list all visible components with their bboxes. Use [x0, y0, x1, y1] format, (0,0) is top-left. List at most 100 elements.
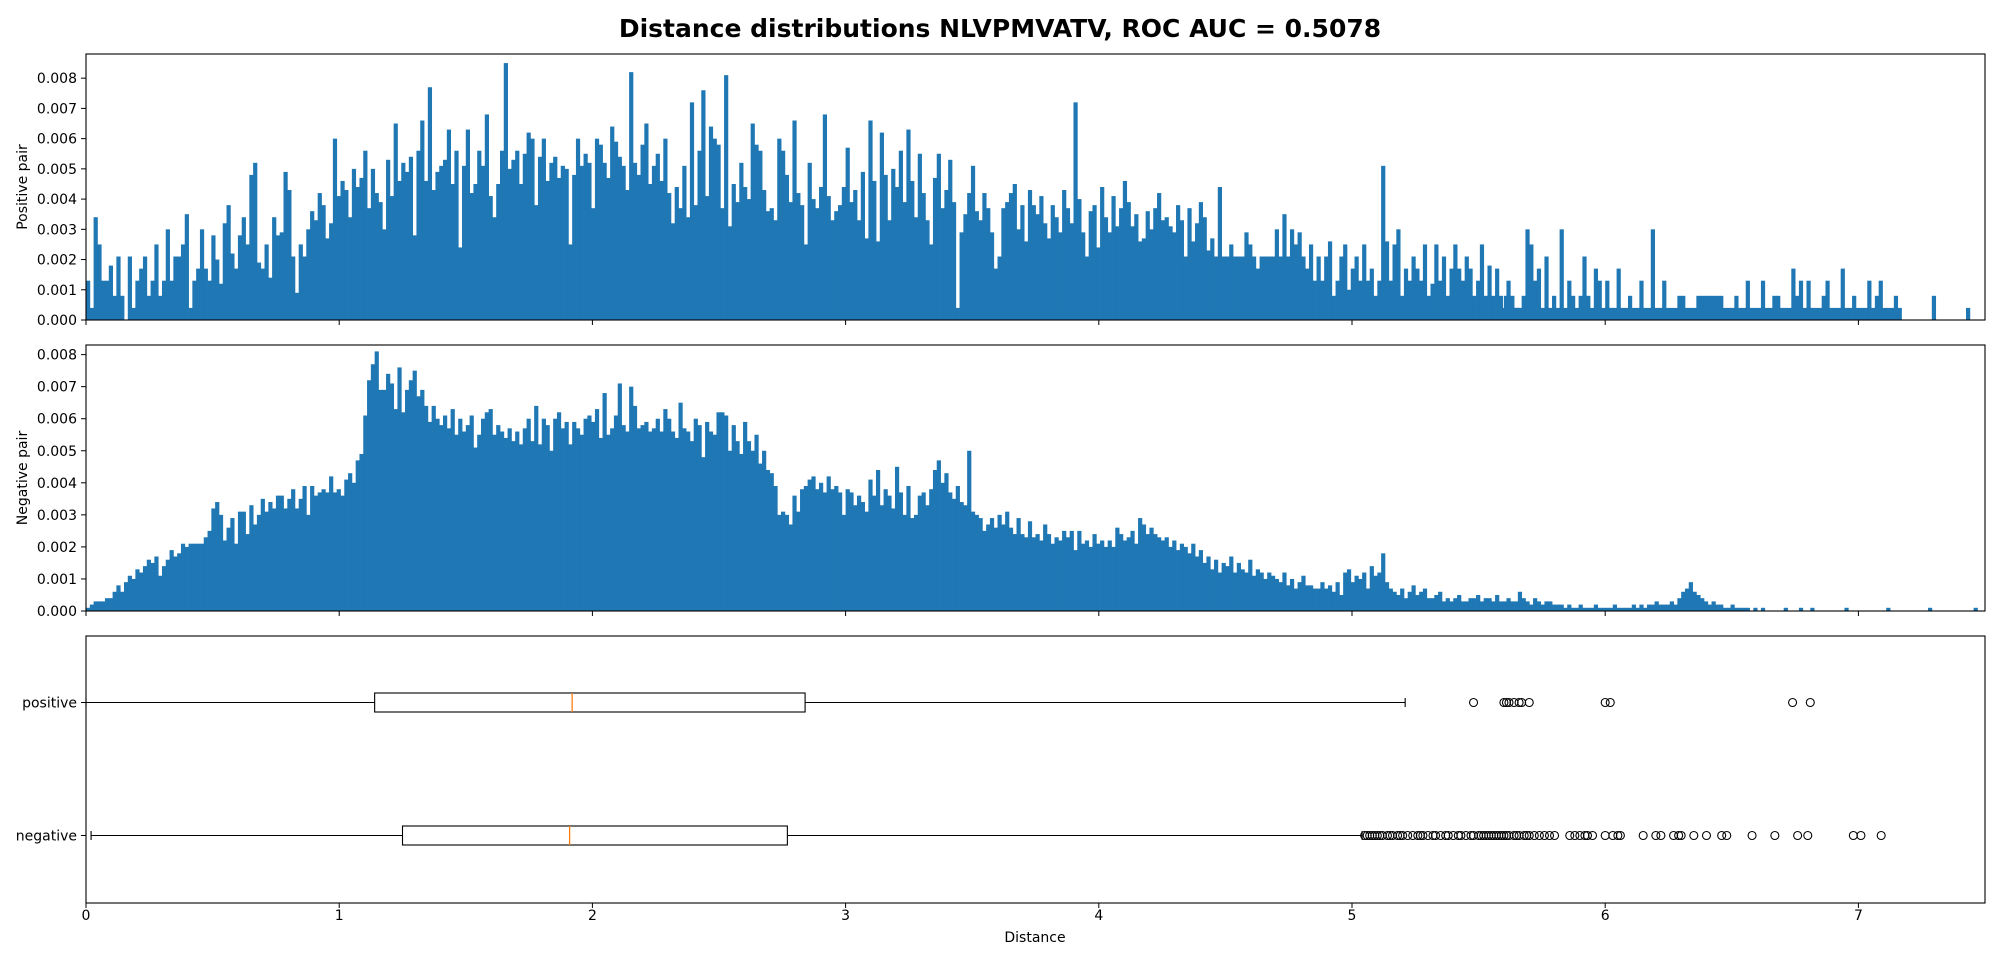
negative-bar — [104, 598, 110, 611]
negative-bar — [1407, 591, 1412, 611]
positive-bar — [241, 217, 246, 320]
negative-bar — [1612, 604, 1617, 611]
negative-bar — [275, 495, 281, 611]
positive-bar — [1407, 280, 1412, 320]
negative-bar — [826, 476, 831, 611]
negative-bar — [989, 518, 995, 611]
positive-bar — [1692, 307, 1697, 320]
positive-bar — [1065, 208, 1071, 320]
positive-bar — [978, 220, 983, 320]
positive-bar — [663, 138, 668, 320]
positive-bar — [948, 159, 953, 320]
positive-bar — [769, 208, 774, 320]
negative-box — [90, 825, 1886, 846]
boxplot-frame — [85, 635, 1986, 904]
positive-bar — [1605, 280, 1610, 320]
positive-bar — [610, 126, 615, 320]
negative-outlier — [1382, 830, 1392, 841]
negative-bar — [1327, 585, 1333, 611]
positive-bar — [146, 295, 151, 320]
positive-outlier — [1600, 697, 1610, 708]
negative-bar — [1631, 604, 1636, 611]
negative-bar — [431, 405, 436, 611]
positive-bar — [1016, 229, 1021, 320]
negative-bar — [765, 469, 771, 611]
positive-bar — [1024, 241, 1029, 320]
negative-bar — [1221, 562, 1226, 611]
positive-bar — [932, 177, 938, 320]
positive-bar — [127, 256, 132, 320]
negative-bar — [1270, 575, 1276, 611]
positive-bar — [1153, 208, 1158, 320]
positive-bar — [1286, 256, 1291, 320]
positive-bar — [93, 217, 98, 320]
negative-bar — [606, 434, 611, 611]
positive-bar — [636, 174, 641, 320]
boxplot-x-axis: 0 1 2 3 4 5 6 7 — [82, 903, 1863, 924]
positive-bar — [997, 256, 1002, 320]
positive-bar — [568, 244, 573, 320]
positive-bar — [667, 193, 672, 320]
negative-bar — [401, 412, 406, 611]
negative-bar — [1514, 601, 1519, 611]
positive-bar — [1217, 187, 1222, 320]
positive-bar — [1464, 256, 1469, 320]
negative-bar — [416, 396, 421, 611]
negative-bar — [1115, 527, 1120, 611]
negative-bar — [1563, 607, 1568, 611]
negative-bar — [754, 434, 759, 611]
negative-bar — [1084, 540, 1090, 611]
positive-bar — [545, 180, 550, 320]
x-tick-label: 0 — [82, 908, 91, 924]
negative-bar — [929, 489, 934, 611]
negative-bar — [860, 502, 865, 611]
negative-bar — [838, 492, 843, 611]
negative-bar — [283, 508, 288, 611]
negative-bar — [746, 441, 752, 611]
positive-bar — [1438, 280, 1443, 320]
positive-bar — [860, 171, 865, 320]
negative-bar — [1548, 601, 1553, 611]
positive-bar — [1574, 307, 1580, 320]
negative-bar — [496, 425, 501, 611]
negative-bar — [97, 601, 102, 611]
positive-bar — [1308, 244, 1314, 320]
positive-bar — [1601, 307, 1606, 320]
positive-bar — [416, 150, 421, 320]
positive-bar — [1495, 268, 1500, 320]
negative-outlier — [1615, 830, 1625, 841]
negative-y-tick-label: 0.002 — [37, 540, 77, 556]
negative-bar — [906, 486, 911, 611]
positive-bar — [294, 292, 300, 320]
positive-bar — [762, 190, 767, 320]
negative-bar — [1540, 604, 1545, 611]
positive-bar — [401, 162, 406, 320]
positive-bar — [1540, 307, 1545, 320]
positive-outlier — [1805, 697, 1815, 708]
negative-bar — [1350, 582, 1355, 611]
positive-bar — [1650, 229, 1655, 320]
negative-bar — [313, 495, 319, 611]
positive-bar — [465, 129, 470, 320]
negative-bar — [1122, 540, 1128, 611]
positive-bar — [655, 153, 660, 320]
positive-bar — [674, 187, 679, 320]
negative-bar — [1597, 607, 1602, 611]
negative-bar — [1620, 607, 1625, 611]
negative-bar — [1187, 553, 1192, 611]
positive-bar — [1430, 283, 1435, 320]
positive-bar — [1138, 241, 1143, 320]
negative-bar — [1251, 575, 1257, 611]
positive-bar — [1293, 244, 1298, 320]
negative-bar — [1286, 585, 1291, 611]
positive-bar — [921, 193, 926, 320]
positive-bar — [272, 217, 277, 320]
negative-bar — [120, 591, 125, 611]
negative-bar — [856, 495, 862, 611]
negative-bar — [1396, 594, 1401, 611]
negative-bar — [689, 441, 695, 611]
negative-bar — [670, 431, 676, 611]
negative-bar — [849, 492, 854, 611]
negative-bar — [272, 508, 277, 611]
positive-bar — [1202, 217, 1207, 320]
